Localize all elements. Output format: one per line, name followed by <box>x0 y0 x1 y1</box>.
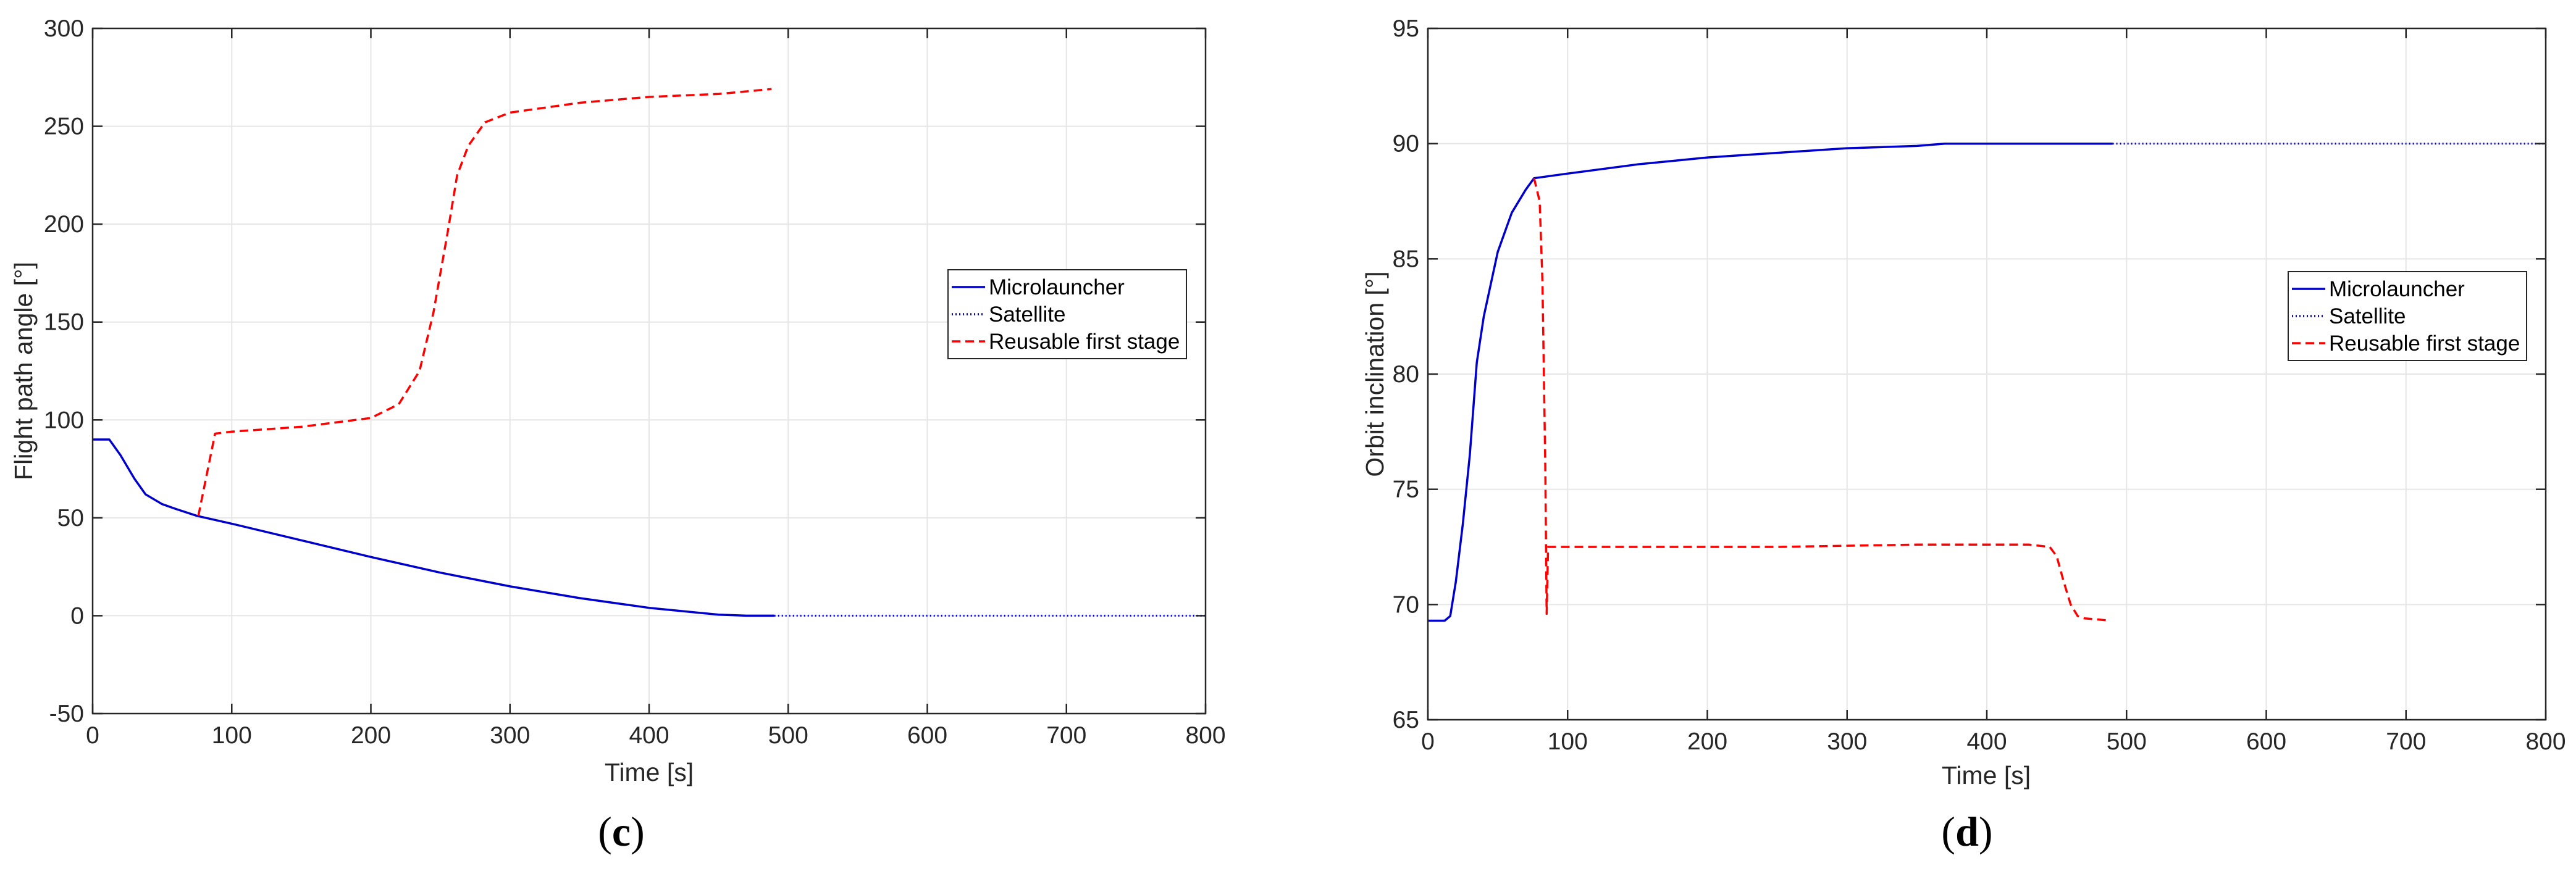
x-tick-label: 200 <box>1687 728 1727 755</box>
ticks: 0 100 200 300 400 500 600 700 800 65 70 75 80 85 90 95 <box>1393 15 2566 755</box>
x-tick-label: 600 <box>907 722 947 749</box>
y-tick-label: 100 <box>44 407 84 433</box>
y-tick-label: 80 <box>1393 361 1419 388</box>
y-tick-label: 70 <box>1393 591 1419 618</box>
x-tick-label: 700 <box>2386 728 2426 755</box>
y-axis-label: Orbit inclination [°] <box>1361 271 1389 477</box>
x-tick-label: 0 <box>1421 728 1435 755</box>
legend-entry: Satellite <box>989 302 1066 327</box>
y-tick-label: 85 <box>1393 246 1419 272</box>
x-tick-label: 400 <box>1966 728 2007 755</box>
x-tick-label: 0 <box>86 722 99 749</box>
y-tick-label: 200 <box>44 211 84 238</box>
legend-entry: Reusable first stage <box>2329 331 2520 356</box>
legend-box <box>2288 271 2527 361</box>
x-tick-label: 300 <box>1827 728 1867 755</box>
y-tick-label: 65 <box>1393 707 1419 733</box>
legend-entry: Reusable first stage <box>989 330 1180 354</box>
series-layer <box>1428 142 2546 622</box>
x-tick-label: 100 <box>212 722 252 749</box>
y-tick-label: 250 <box>44 114 84 140</box>
x-tick-label: 700 <box>1046 722 1086 749</box>
y-tick-label: 75 <box>1393 477 1419 503</box>
series-line-microlauncher <box>93 438 774 617</box>
y-tick-label: 0 <box>70 602 84 629</box>
chart-panel-c: 0 100 200 300 400 500 600 700 800-50050100150200… <box>9 15 1226 855</box>
legend-entry: Microlauncher <box>2329 277 2465 301</box>
chart-panel-d: 0 100 200 300 400 500 600 700 80065707580859095 … <box>1361 15 2566 855</box>
legend: Microlauncher Satellite Reusable first sta… <box>947 269 1187 359</box>
x-tick-label: 200 <box>351 722 391 749</box>
panel-label-d: (d) <box>1941 808 1992 855</box>
series-line-reusable-first-stage <box>1533 178 2110 622</box>
x-tick-label: 800 <box>1185 722 1225 749</box>
series-line-reusable-first-stage <box>197 88 772 517</box>
y-tick-label: 150 <box>44 309 84 336</box>
y-tick-label: -50 <box>49 701 84 727</box>
legend-entry: Microlauncher <box>989 275 1125 299</box>
series-layer <box>93 88 1206 617</box>
ticks: 0 100 200 300 400 500 600 700 800-50050100150200… <box>44 15 1226 749</box>
y-tick-label: 90 <box>1393 131 1419 157</box>
x-tick-label: 300 <box>490 722 530 749</box>
y-tick-label: 300 <box>44 15 84 42</box>
y-tick-label: 50 <box>57 505 84 531</box>
x-tick-label: 600 <box>2246 728 2286 755</box>
x-axis-label: Time [s] <box>605 758 694 786</box>
panel-label-c: (c) <box>598 808 645 855</box>
x-tick-label: 500 <box>768 722 808 749</box>
x-tick-label: 400 <box>629 722 669 749</box>
y-axis-label: Flight path angle [°] <box>9 262 38 480</box>
legend-entry: Satellite <box>2329 304 2406 328</box>
x-tick-label: 800 <box>2525 728 2566 755</box>
x-tick-label: 100 <box>1548 728 1588 755</box>
x-tick-label: 500 <box>2107 728 2147 755</box>
x-axis-label: Time [s] <box>1942 761 2031 790</box>
legend: Microlauncher Satellite Reusable first sta… <box>2288 271 2527 361</box>
y-tick-label: 95 <box>1393 15 1419 42</box>
legend-box <box>947 269 1187 359</box>
series-line-microlauncher <box>1428 142 2113 622</box>
